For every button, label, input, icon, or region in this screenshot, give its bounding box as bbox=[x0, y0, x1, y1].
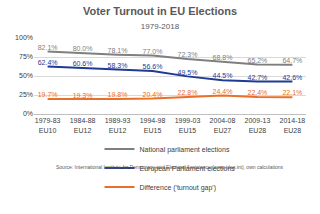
svg-text:National parliament elections: National parliament elections bbox=[140, 146, 230, 154]
svg-text:European Parliament elections: European Parliament elections bbox=[140, 165, 236, 173]
svg-text:42.7%: 42.7% bbox=[248, 74, 268, 81]
svg-text:1979-83EU10: 1979-83EU10 bbox=[35, 117, 61, 133]
svg-text:62.4%: 62.4% bbox=[38, 59, 58, 66]
svg-text:22.1%: 22.1% bbox=[282, 89, 302, 96]
svg-text:1994-98EU15: 1994-98EU15 bbox=[140, 117, 166, 133]
svg-text:60.6%: 60.6% bbox=[73, 60, 93, 67]
svg-text:19.8%: 19.8% bbox=[108, 91, 128, 98]
svg-text:19.7%: 19.7% bbox=[38, 91, 58, 98]
svg-text:100%: 100% bbox=[15, 34, 33, 41]
svg-text:78.1%: 78.1% bbox=[108, 47, 128, 54]
svg-text:2004-08EU27: 2004-08EU27 bbox=[210, 117, 236, 133]
svg-text:44.5%: 44.5% bbox=[213, 72, 233, 79]
svg-text:Voter Turnout in EU Elections1: Voter Turnout in EU Elections1979-2018 bbox=[83, 5, 237, 31]
svg-text:24.4%: 24.4% bbox=[213, 88, 233, 95]
svg-text:20.4%: 20.4% bbox=[143, 91, 163, 98]
svg-text:64.7%: 64.7% bbox=[282, 57, 302, 64]
svg-text:1999-03EU15: 1999-03EU15 bbox=[175, 117, 201, 133]
svg-text:80.0%: 80.0% bbox=[73, 45, 93, 52]
svg-text:22.4%: 22.4% bbox=[248, 89, 268, 96]
svg-text:49.5%: 49.5% bbox=[178, 69, 198, 76]
svg-text:Source: International Institut: Source: International Institute for Demo… bbox=[56, 164, 284, 170]
svg-text:19.3%: 19.3% bbox=[73, 92, 93, 99]
svg-text:77.0%: 77.0% bbox=[143, 48, 163, 55]
svg-text:82.1%: 82.1% bbox=[38, 44, 58, 51]
svg-text:2009-13EU28: 2009-13EU28 bbox=[245, 117, 271, 133]
svg-text:22.8%: 22.8% bbox=[178, 89, 198, 96]
svg-text:72.3%: 72.3% bbox=[178, 51, 198, 58]
svg-text:25%: 25% bbox=[19, 91, 33, 98]
svg-text:50%: 50% bbox=[19, 72, 33, 79]
svg-text:68.8%: 68.8% bbox=[213, 54, 233, 61]
svg-text:75%: 75% bbox=[19, 53, 33, 60]
svg-text:42.6%: 42.6% bbox=[282, 74, 302, 81]
svg-text:0%: 0% bbox=[23, 110, 33, 117]
svg-text:58.3%: 58.3% bbox=[108, 62, 128, 69]
svg-text:1984-88EU12: 1984-88EU12 bbox=[70, 117, 96, 133]
svg-text:Difference ('turnout gap'): Difference ('turnout gap') bbox=[140, 184, 216, 192]
svg-text:1989-93EU12: 1989-93EU12 bbox=[105, 117, 131, 133]
svg-text:65.2%: 65.2% bbox=[248, 57, 268, 64]
svg-text:56.6%: 56.6% bbox=[143, 63, 163, 70]
svg-text:2014-18EU28: 2014-18EU28 bbox=[280, 117, 306, 133]
